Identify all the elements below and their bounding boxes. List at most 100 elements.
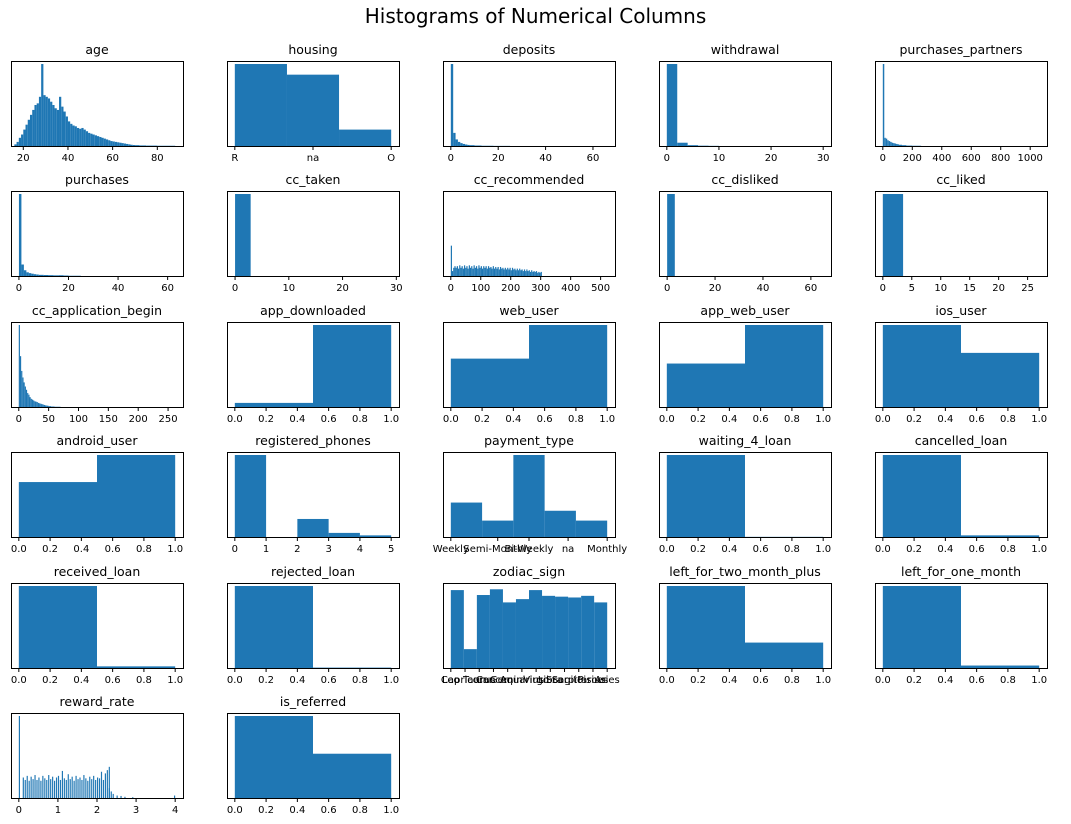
histogram-bar xyxy=(745,325,824,407)
x-tick-label: 0.8 xyxy=(136,675,152,686)
histogram-bar xyxy=(510,270,512,276)
x-tick-label: 0.6 xyxy=(969,544,985,555)
histogram-bar xyxy=(94,135,97,146)
histogram-bar xyxy=(37,402,40,407)
x-tick-label: 0.8 xyxy=(1000,675,1016,686)
subplot-android_user: android_user 0.0 0.2 0.4 0.6 0.8 1.0 xyxy=(11,433,184,555)
x-tick-label: 1.0 xyxy=(383,805,399,816)
x-tick-label: 0.8 xyxy=(352,414,368,425)
histogram-bar xyxy=(132,145,135,146)
histogram-bar xyxy=(67,121,71,146)
histogram-bars xyxy=(666,64,719,146)
subplot-title: reward_rate xyxy=(60,694,135,709)
histogram-bars xyxy=(450,589,608,668)
x-axis-ticks: 0.0 0.2 0.4 0.6 0.8 1.0 xyxy=(875,407,1047,425)
x-tick-label: na xyxy=(562,544,574,555)
histogram-bar xyxy=(29,114,33,146)
x-tick-label: 1000 xyxy=(1017,153,1042,164)
histogram-bars xyxy=(234,325,392,407)
histogram-bar xyxy=(523,269,526,276)
x-tick-label: Pisces xyxy=(578,675,609,686)
subplot-title: android_user xyxy=(57,433,139,448)
histogram-bar xyxy=(56,109,60,146)
histogram-bar xyxy=(23,129,26,146)
histogram-bar xyxy=(50,779,52,798)
axes-frame xyxy=(227,713,400,799)
x-tick-label: Aries xyxy=(595,675,620,686)
x-axis-ticks: 0.0 0.2 0.4 0.6 0.8 1.0 xyxy=(227,668,399,686)
histogram-bar xyxy=(515,599,529,668)
x-tick-label: 0.2 xyxy=(690,544,706,555)
histogram-bar xyxy=(110,791,112,798)
histogram-bar xyxy=(517,270,520,276)
histogram-bar xyxy=(961,535,1040,537)
x-tick-label: 0.2 xyxy=(690,414,706,425)
histogram-bar xyxy=(47,405,49,407)
histogram-bar xyxy=(21,134,24,146)
subplot-waiting_4_loan: waiting_4_loan 0.0 0.2 0.4 0.6 0.8 1.0 xyxy=(659,433,832,555)
x-tick-label: 0.4 xyxy=(289,414,305,425)
subplot-title: left_for_one_month xyxy=(901,564,1021,579)
histogram-bar xyxy=(521,269,523,276)
x-tick-label: 50 xyxy=(42,414,55,425)
histogram-bar xyxy=(116,795,118,798)
x-tick-label: 0.6 xyxy=(321,805,337,816)
x-tick-label: 0 xyxy=(664,153,670,164)
x-tick-label: Bi-Weekly xyxy=(505,544,554,555)
x-tick-label: 250 xyxy=(159,414,178,425)
axes-frame xyxy=(659,322,832,408)
histogram-bar xyxy=(528,270,530,276)
axes-frame xyxy=(11,452,184,538)
histogram-bar xyxy=(480,266,482,276)
histogram-bars xyxy=(234,716,392,798)
histogram-bar xyxy=(55,777,58,798)
histogram-bar xyxy=(459,265,461,276)
histogram-bar xyxy=(328,532,360,537)
axes-frame xyxy=(227,452,400,538)
subplot-title: purchases_partners xyxy=(899,42,1022,57)
x-tick-label: 0.4 xyxy=(721,544,737,555)
subplot-title: cc_application_begin xyxy=(32,303,162,318)
histogram-bar xyxy=(484,267,486,276)
histogram-bar xyxy=(235,194,251,276)
histogram-bar xyxy=(90,133,93,146)
histogram-bar xyxy=(471,266,473,276)
histogram-bar xyxy=(124,796,126,798)
histogram-bars xyxy=(666,455,824,537)
histogram-bar xyxy=(885,138,888,146)
histogram-bar xyxy=(132,797,134,798)
histogram-bar xyxy=(450,64,454,146)
histogram-bar xyxy=(89,776,91,798)
x-tick-label: 0.6 xyxy=(753,675,769,686)
histogram-bar xyxy=(35,401,37,407)
histogram-bar xyxy=(507,267,509,276)
histogram-bars xyxy=(234,455,392,537)
x-tick-label: 0.0 xyxy=(227,805,243,816)
histogram-bar xyxy=(667,194,675,276)
subplot-title: app_downloaded xyxy=(260,303,366,318)
x-tick-label: 200 xyxy=(501,283,520,294)
histogram-bar xyxy=(134,145,140,146)
x-tick-label: 60 xyxy=(161,283,174,294)
histogram-bar xyxy=(455,267,457,276)
histogram-bar xyxy=(297,518,329,537)
x-tick-label: 2 xyxy=(94,805,100,816)
histogram-bar xyxy=(29,397,31,407)
x-tick-label: 1.0 xyxy=(815,414,831,425)
x-tick-label: 500 xyxy=(591,283,610,294)
histogram-bar xyxy=(486,268,488,276)
histogram-bar xyxy=(476,595,490,668)
x-tick-label: 0.4 xyxy=(73,544,89,555)
x-tick-label: Capricorn xyxy=(441,675,489,686)
histogram-bar xyxy=(31,273,34,276)
subplot-title: cc_taken xyxy=(286,172,341,187)
histogram-bar xyxy=(473,265,475,276)
histogram-bar xyxy=(481,268,484,276)
subplot-title: cc_liked xyxy=(936,172,985,187)
x-tick-label: 1.0 xyxy=(1031,414,1047,425)
histogram-bar xyxy=(174,795,176,798)
x-tick-label: 1.0 xyxy=(815,675,831,686)
histogram-bars xyxy=(666,586,824,668)
histogram-bar xyxy=(467,144,470,146)
